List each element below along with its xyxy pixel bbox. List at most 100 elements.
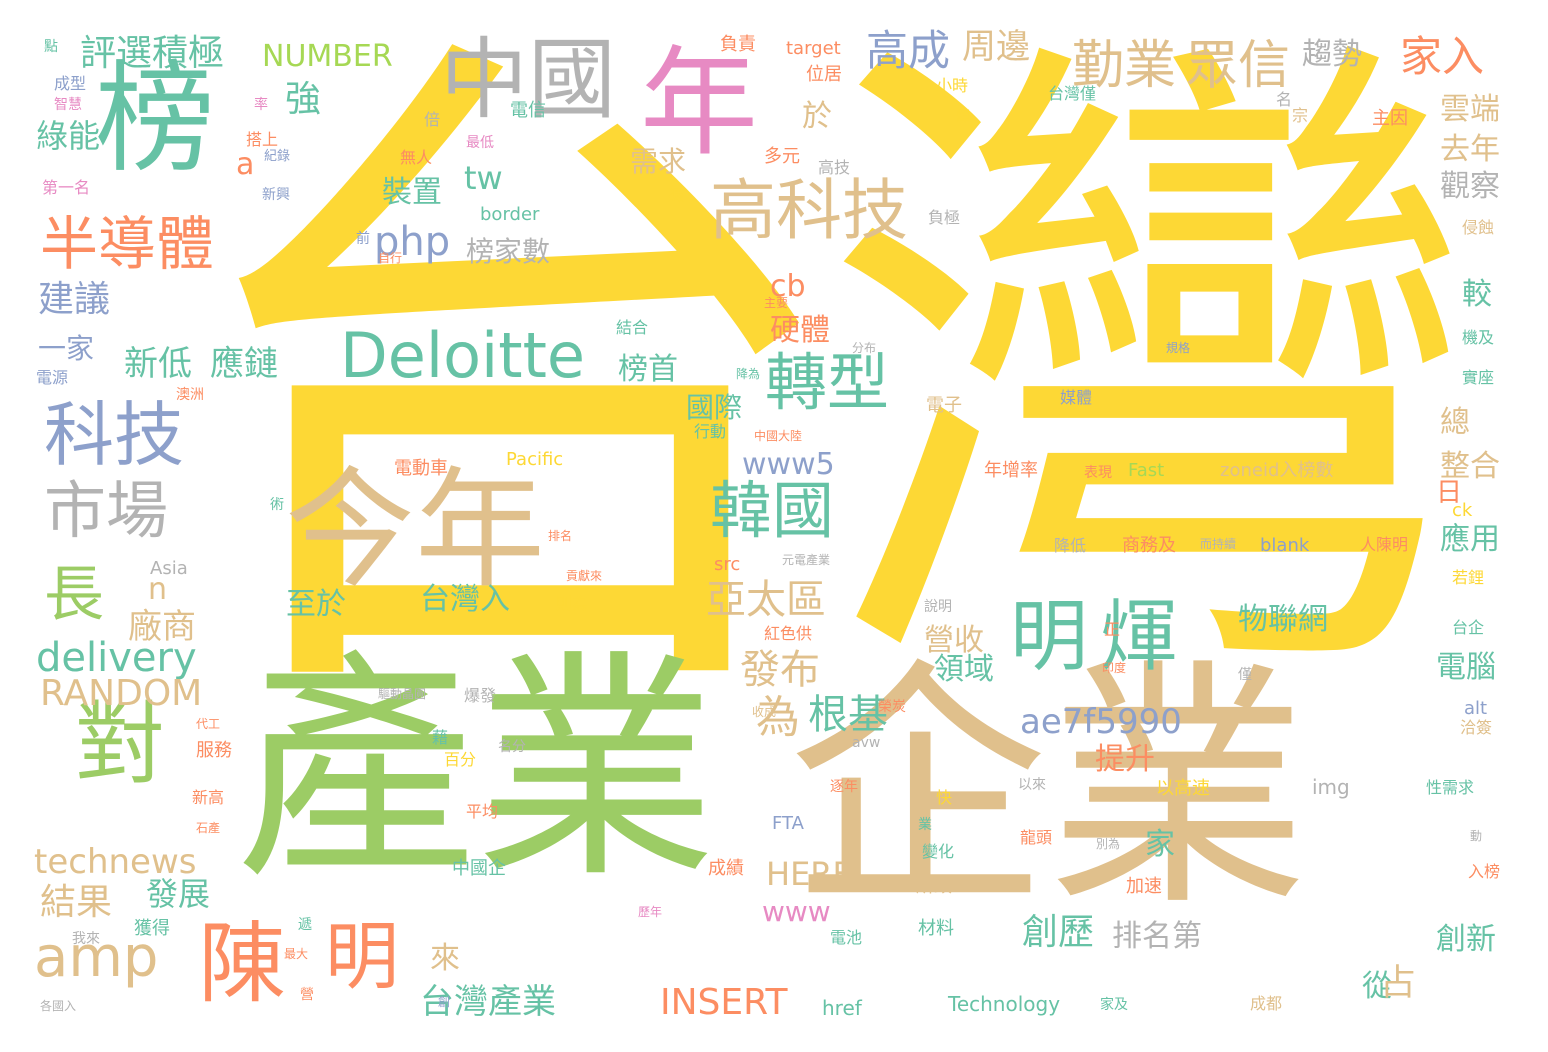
word-w18: 市場 — [44, 474, 169, 547]
word-w155: 洽簽 — [1460, 718, 1493, 737]
word-w160: 榮炭 — [878, 699, 906, 715]
word-w68: cb — [770, 269, 806, 304]
word-w98: alt — [1464, 698, 1488, 719]
word-w47: INSERT — [660, 982, 788, 1023]
word-w91: src — [714, 554, 741, 575]
word-w153: 若鋰 — [1452, 568, 1485, 587]
word-w140: 降低 — [1054, 536, 1087, 555]
word-w52: www — [762, 895, 831, 928]
word-w70: 於 — [802, 99, 832, 134]
word-w159: 收成 — [752, 705, 777, 719]
word-w149: 紅色供 — [764, 624, 813, 643]
word-w83: 來 — [430, 941, 460, 976]
word-w62: 去年 — [1440, 132, 1500, 167]
word-w119: 智慧 — [54, 97, 82, 113]
word-w177: 所致 — [916, 876, 952, 897]
word-w111: 第一名 — [42, 178, 91, 197]
word-w49: 創歷 — [1022, 912, 1095, 953]
word-w53: 根基 — [808, 692, 888, 738]
word-w172: 成績 — [708, 858, 744, 879]
word-w79: 創新 — [1436, 922, 1496, 957]
word-w02: 灣 — [820, 0, 1480, 754]
word-w21: 眾信 — [1186, 36, 1291, 96]
word-w78: 提升 — [1095, 742, 1155, 777]
word-w23: 長 — [44, 560, 104, 630]
word-w134: 中國大陸 — [754, 429, 803, 443]
word-w65: 裝置 — [382, 175, 442, 210]
word-w128: 機及 — [1462, 328, 1495, 347]
word-w104: 小時 — [936, 76, 969, 95]
word-w102: 位居 — [806, 64, 842, 85]
word-w196: 煇 — [956, 109, 970, 125]
word-w92: border — [480, 204, 540, 225]
word-w73: 應用 — [1440, 522, 1500, 557]
word-w132: 澳洲 — [176, 387, 204, 403]
word-w198: 術 — [270, 497, 284, 513]
word-w03: 產業 — [236, 630, 717, 910]
word-w20: 勤業 — [1072, 36, 1177, 96]
word-w41: delivery — [36, 635, 197, 681]
word-w162: 驅動晶圓 — [378, 687, 427, 701]
word-w181: 獲得 — [134, 918, 170, 939]
word-w154: 僅 — [1238, 667, 1252, 683]
word-w139: 表現 — [1084, 465, 1112, 481]
word-w130: 媒體 — [1060, 388, 1093, 407]
word-w04: 企業 — [788, 639, 1308, 941]
word-w158: 逐年 — [830, 779, 858, 795]
word-w22: 韓國 — [710, 474, 835, 547]
word-w30: 強 — [285, 79, 322, 120]
word-w142: 而持續 — [1200, 537, 1237, 551]
word-w39: 榜首 — [618, 352, 678, 387]
word-w117: 名 — [1276, 90, 1293, 109]
word-w146: 貢獻來 — [566, 569, 603, 583]
word-w131: 電源 — [36, 368, 69, 387]
word-w175: 以來 — [1018, 777, 1046, 793]
word-w169: 石產 — [196, 821, 221, 835]
word-w81: 家 — [1145, 827, 1175, 862]
word-w118: 成型 — [54, 74, 87, 93]
word-w57: 台灣入 — [420, 582, 510, 617]
word-w166: 百分 — [444, 750, 477, 769]
word-w90: blank — [1260, 535, 1310, 556]
word-w60: 物聯網 — [1238, 602, 1328, 637]
word-w32: tw — [464, 159, 503, 197]
word-w126: 分布 — [852, 341, 877, 355]
word-w38: 應鏈 — [210, 344, 278, 384]
word-w84: n — [148, 572, 168, 607]
word-w144: 元電產業 — [782, 553, 831, 567]
word-w74: 整合 — [1440, 449, 1500, 484]
word-w36: 一家 — [38, 332, 95, 365]
word-w174: 別為 — [1096, 837, 1121, 851]
word-w182: 我來 — [72, 931, 100, 947]
word-w86: Technology — [948, 992, 1061, 1016]
word-w148: 說明 — [924, 599, 952, 615]
word-w82: 占 — [1374, 963, 1415, 999]
word-w56: 亞太區 — [706, 577, 826, 623]
word-w199: 侵蝕 — [1462, 218, 1495, 237]
word-w76: 營收 — [924, 623, 984, 658]
word-w143: 人陳明 — [1360, 535, 1409, 554]
word-w07: 年 — [640, 34, 759, 172]
word-w100: ck — [1452, 500, 1473, 521]
word-w105: 電信 — [510, 100, 546, 121]
word-w67: 國際 — [686, 391, 743, 424]
word-w195: 宗 — [1292, 106, 1309, 125]
word-w141: 商務及 — [1122, 535, 1176, 556]
word-w12: 明 — [1010, 592, 1089, 682]
word-w09: 高科技 — [710, 172, 908, 249]
word-w190: 各國入 — [40, 999, 77, 1013]
word-w123: 自行 — [378, 251, 403, 265]
word-w59: 廠商 — [128, 607, 196, 647]
word-w24: amp — [34, 925, 159, 990]
word-w55: 發布 — [740, 647, 820, 693]
word-w152: 台企 — [1452, 618, 1485, 637]
word-w178: 加速 — [1126, 876, 1162, 897]
word-w11: 轉型 — [765, 346, 890, 419]
word-w165: 藉 — [432, 728, 449, 747]
word-w114: 搭上 — [246, 130, 279, 149]
word-w180: 動 — [1470, 829, 1483, 843]
word-w103: 台灣僅 — [1048, 84, 1097, 103]
word-w94: Asia — [150, 558, 188, 579]
word-w127: 規格 — [1166, 341, 1191, 355]
word-w184: 遞 — [298, 917, 312, 933]
